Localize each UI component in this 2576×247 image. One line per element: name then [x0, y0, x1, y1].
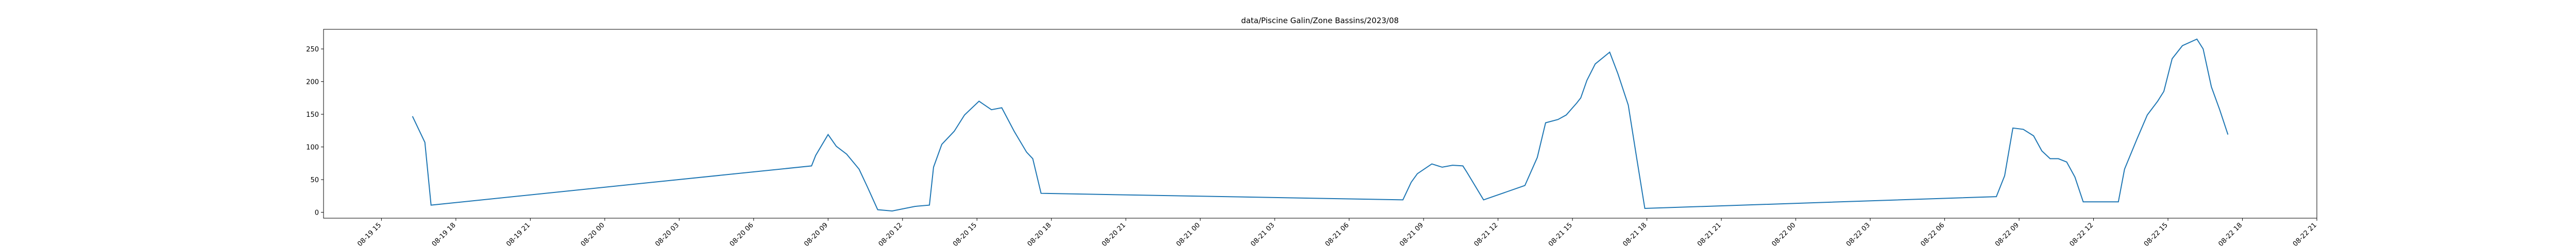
x-tick-label: 08-21 00	[1175, 221, 1202, 247]
x-tick-label: 08-19 15	[356, 221, 383, 247]
y-tick-label: 50	[310, 177, 319, 184]
x-tick-label: 08-21 21	[1696, 221, 1723, 247]
y-tick-label: 200	[306, 79, 319, 86]
data-line	[412, 38, 2229, 212]
y-tick-label: 100	[306, 144, 319, 152]
x-tick-label: 08-19 21	[505, 221, 532, 247]
x-tick-label: 08-21 12	[1473, 221, 1500, 247]
x-tick-label: 08-20 03	[654, 221, 681, 247]
x-tick-label: 08-20 18	[1026, 221, 1053, 247]
x-tick-label: 08-22 06	[1919, 221, 1946, 247]
x-tick-label: 08-22 18	[2217, 221, 2244, 247]
y-tick-label: 250	[306, 46, 319, 54]
x-tick-label: 08-19 18	[431, 221, 457, 247]
x-tick-label: 08-22 12	[2068, 221, 2095, 247]
chart-title: data/Piscine Galin/Zone Bassins/2023/08	[1241, 16, 1399, 25]
x-tick-label: 08-22 09	[1994, 221, 2021, 247]
x-tick-label: 08-20 12	[877, 221, 904, 247]
x-tick-label: 08-22 03	[1845, 221, 1872, 247]
x-tick-label: 08-20 00	[580, 221, 606, 247]
x-tick-label: 08-22 21	[2292, 221, 2318, 247]
y-tick-label: 150	[306, 111, 319, 119]
x-tick-label: 08-20 06	[728, 221, 755, 247]
x-tick-label: 08-21 09	[1398, 221, 1425, 247]
x-tick-label: 08-21 15	[1547, 221, 1574, 247]
x-tick-label: 08-22 15	[2143, 221, 2170, 247]
x-tick-label: 08-20 15	[952, 221, 978, 247]
x-tick-label: 08-21 03	[1249, 221, 1276, 247]
x-tick-label: 08-20 09	[803, 221, 829, 247]
y-tick-label: 0	[315, 209, 319, 217]
x-tick-label: 08-22 00	[1770, 221, 1797, 247]
x-tick-label: 08-21 06	[1324, 221, 1351, 247]
plot-frame	[323, 29, 2317, 219]
x-tick-label: 08-20 21	[1100, 221, 1127, 247]
x-tick-label: 08-21 18	[1622, 221, 1649, 247]
